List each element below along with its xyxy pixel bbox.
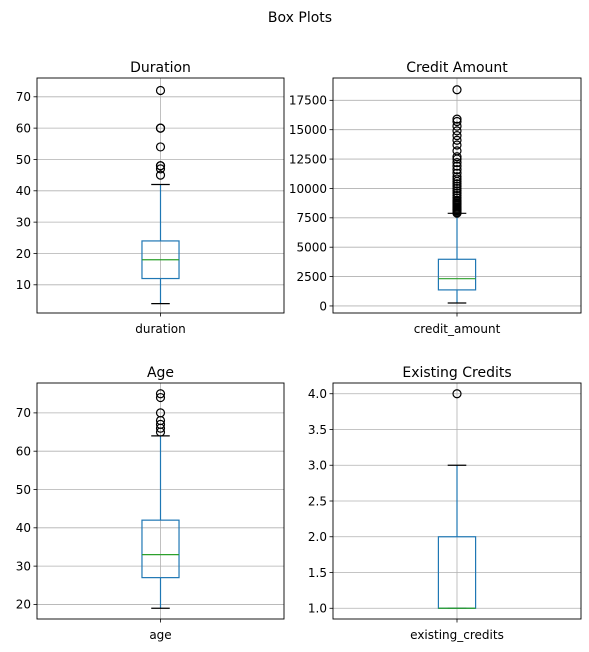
flier-point <box>452 179 462 189</box>
y-tick-label: 50 <box>16 153 31 167</box>
subplot-title: Duration <box>130 60 191 76</box>
y-tick-label: 70 <box>16 406 31 420</box>
flier-point <box>452 140 462 150</box>
y-tick-label: 4.0 <box>308 387 327 401</box>
flier-point <box>452 195 462 205</box>
x-tick-label: existing_credits <box>410 628 504 642</box>
y-tick-label: 20 <box>16 598 31 612</box>
flier-point <box>452 114 462 124</box>
axes-frame <box>36 382 285 620</box>
flier-point <box>452 135 462 145</box>
flier-point <box>155 408 166 418</box>
y-tick-label: 60 <box>16 121 31 135</box>
subplot-duration: 10 20 30 40 50 60 70 duration Duration <box>16 60 285 336</box>
subplot-title: Age <box>147 365 174 381</box>
flier-point <box>452 130 462 141</box>
iqr-box <box>141 519 180 579</box>
flier-point <box>452 174 462 184</box>
axes-frame <box>332 382 582 620</box>
subplot-credit_amount: 0 2500 5000 7500 10000 12500 15000 17500 credit_… <box>289 60 582 336</box>
flier-point <box>155 389 166 399</box>
y-tick-label: 12500 <box>289 152 327 166</box>
flier-point <box>452 188 462 198</box>
y-tick-label: 2.0 <box>308 530 327 544</box>
flier-point <box>155 161 166 171</box>
flier-point <box>452 389 462 399</box>
subplot-age: 20 30 40 50 60 70 age Age <box>16 365 285 642</box>
y-tick-label: 3.0 <box>308 459 327 473</box>
y-tick-label: 40 <box>16 521 31 535</box>
flier-point <box>155 142 166 152</box>
flier-point <box>452 161 462 171</box>
flier-point <box>452 172 462 182</box>
flier-point <box>452 168 462 178</box>
flier-point <box>452 190 462 201</box>
axes-frame <box>332 77 582 314</box>
flier-point <box>452 121 462 131</box>
flier-point <box>452 146 462 156</box>
y-tick-label: 50 <box>16 483 31 497</box>
iqr-box <box>437 258 477 291</box>
flier-point <box>452 181 462 191</box>
y-tick-label: 30 <box>16 559 31 573</box>
flier-point <box>452 165 462 175</box>
flier-point <box>452 158 462 168</box>
flier-point <box>155 123 166 133</box>
flier-point <box>155 392 166 403</box>
flier-point <box>452 183 462 194</box>
subplot-existing_credits: 1.0 1.5 2.0 2.5 3.0 3.5 4.0 existing_credits Exi… <box>308 365 582 642</box>
flier-point <box>452 116 462 127</box>
flier-point <box>452 85 462 95</box>
y-tick-label: 3.5 <box>308 423 327 437</box>
y-tick-label: 2500 <box>296 270 327 284</box>
y-tick-label: 1.5 <box>308 566 327 580</box>
y-tick-label: 10000 <box>289 182 327 196</box>
flier-point <box>452 193 462 203</box>
y-tick-label: 70 <box>16 90 31 104</box>
subplot-title: Credit Amount <box>406 60 508 76</box>
y-tick-label: 15000 <box>289 123 327 137</box>
flier-point <box>155 170 166 180</box>
y-tick-label: 5000 <box>296 241 327 255</box>
y-tick-label: 0 <box>319 299 327 313</box>
y-tick-label: 30 <box>16 215 31 229</box>
x-tick-label: age <box>149 628 171 642</box>
y-tick-label: 17500 <box>289 94 327 108</box>
flier-point <box>155 419 166 429</box>
y-tick-label: 40 <box>16 184 31 198</box>
subplot-title: Existing Credits <box>402 365 511 381</box>
x-tick-label: credit_amount <box>414 322 501 336</box>
y-tick-label: 60 <box>16 444 31 458</box>
flier-point <box>452 152 462 162</box>
axes-frame <box>36 77 285 314</box>
y-tick-label: 20 <box>16 247 31 261</box>
flier-point <box>155 164 166 174</box>
flier-point <box>452 186 462 196</box>
y-tick-label: 7500 <box>296 211 327 225</box>
y-tick-label: 10 <box>16 278 31 292</box>
flier-point <box>452 126 462 136</box>
y-tick-label: 2.5 <box>308 494 327 508</box>
x-tick-label: duration <box>135 322 186 336</box>
y-tick-label: 1.0 <box>308 602 327 616</box>
figure-suptitle: Box Plots <box>268 10 332 26</box>
flier-point <box>155 85 166 96</box>
